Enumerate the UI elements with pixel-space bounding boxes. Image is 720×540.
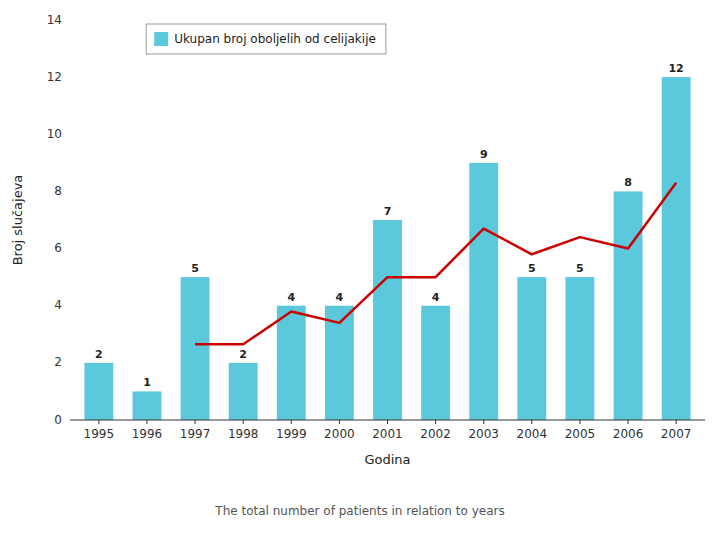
x-axis: 1995 1996 1997 1998 1999 2000 2001 2002 2003 2004… (70, 420, 705, 441)
data-label: 4 (287, 291, 295, 304)
bar (565, 277, 594, 420)
bar (469, 163, 498, 420)
y-tick-label: 8 (54, 184, 62, 198)
x-tick (146, 420, 147, 424)
data-label: 4 (336, 291, 344, 304)
x-tick (195, 420, 196, 424)
x-tick (291, 420, 292, 424)
data-label: 2 (95, 348, 103, 361)
x-tick (628, 420, 629, 424)
line (195, 183, 676, 344)
legend-box (146, 24, 386, 54)
bar (614, 191, 643, 420)
x-tick (435, 420, 436, 424)
legend: Ukupan broj oboljelih od celijakije (146, 24, 386, 54)
y-tick-label: 4 (54, 298, 62, 312)
bar (133, 391, 162, 420)
chart: 0246810121421524474955812199519961997199… (0, 0, 720, 540)
legend-label: Ukupan broj oboljelih od celijakije (174, 32, 376, 46)
y-tick-label: 6 (54, 241, 62, 255)
y-axis: 0 2 4 6 8 10 12 14 (47, 13, 62, 427)
y-tick-label: 12 (47, 70, 62, 84)
y-axis-title: Broj slučajeva (10, 175, 25, 266)
x-tick-label: 2002 (420, 427, 451, 441)
bar (229, 363, 258, 420)
x-tick-label: 1999 (276, 427, 307, 441)
bar (662, 77, 691, 420)
bar (421, 306, 450, 420)
x-tick-label: 2007 (661, 427, 692, 441)
x-tick (339, 420, 340, 424)
legend-swatch (154, 32, 168, 46)
y-tick-label: 2 (54, 355, 62, 369)
bar (277, 306, 306, 420)
x-tick-label: 1997 (180, 427, 211, 441)
y-tick-label: 10 (47, 127, 62, 141)
x-tick (676, 420, 677, 424)
data-label: 7 (384, 205, 392, 218)
y-tick-label: 14 (47, 13, 62, 27)
x-tick-label: 2005 (565, 427, 596, 441)
x-tick-label: 2000 (324, 427, 355, 441)
x-tick (98, 420, 99, 424)
x-tick-label: 1998 (228, 427, 259, 441)
x-tick-label: 1995 (84, 427, 115, 441)
bar (84, 363, 113, 420)
caption: The total number of patients in relation… (214, 504, 504, 518)
bar (517, 277, 546, 420)
data-labels: 2 1 5 2 4 4 7 4 9 5 5 8 12 (95, 62, 684, 389)
bar (373, 220, 402, 420)
data-label: 5 (576, 262, 584, 275)
data (84, 77, 690, 420)
x-tick (531, 420, 532, 424)
x-tick-label: 2003 (468, 427, 499, 441)
x-tick-label: 2004 (517, 427, 548, 441)
x-tick-label: 1996 (132, 427, 163, 441)
data-label: 9 (480, 148, 488, 161)
data-label: 1 (143, 376, 151, 389)
data-label: 2 (239, 348, 247, 361)
x-axis-title: Godina (364, 452, 410, 467)
x-tick (387, 420, 388, 424)
y-tick-label: 0 (54, 413, 62, 427)
data-label: 5 (191, 262, 199, 275)
data-label: 12 (668, 62, 683, 75)
x-tick-label: 2006 (613, 427, 644, 441)
x-tick (243, 420, 244, 424)
data-label: 5 (528, 262, 536, 275)
data-label: 8 (624, 176, 632, 189)
bar (181, 277, 210, 420)
x-tick (483, 420, 484, 424)
data-label: 4 (432, 291, 440, 304)
x-tick-label: 2001 (372, 427, 403, 441)
x-tick (579, 420, 580, 424)
